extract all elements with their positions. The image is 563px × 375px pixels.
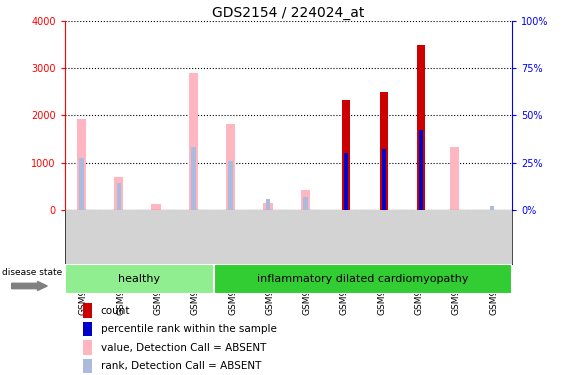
Bar [226, 124, 235, 210]
Text: count: count [101, 306, 130, 315]
Bar [151, 204, 161, 210]
Bar [303, 197, 307, 210]
Text: rank, Detection Call = ABSENT: rank, Detection Call = ABSENT [101, 361, 261, 371]
Bar [301, 190, 310, 210]
Bar [83, 303, 92, 318]
Text: percentile rank within the sample: percentile rank within the sample [101, 324, 276, 334]
Bar [83, 359, 92, 374]
Text: healthy: healthy [118, 274, 160, 284]
Text: value, Detection Call = ABSENT: value, Detection Call = ABSENT [101, 343, 266, 352]
Text: inflammatory dilated cardiomyopathy: inflammatory dilated cardiomyopathy [257, 274, 469, 284]
Bar [450, 147, 459, 210]
Bar [345, 153, 348, 210]
Bar [214, 264, 512, 294]
Bar [191, 147, 196, 210]
FancyArrow shape [12, 282, 47, 291]
Bar [114, 177, 123, 210]
Bar [342, 100, 350, 210]
Bar [263, 203, 272, 210]
Bar [490, 207, 494, 210]
Bar [83, 340, 92, 355]
Bar [83, 322, 92, 336]
Bar [189, 73, 198, 210]
Bar [382, 149, 386, 210]
Text: disease state: disease state [2, 268, 62, 277]
Bar [266, 199, 270, 210]
Bar [117, 183, 121, 210]
Bar [229, 161, 233, 210]
Title: GDS2154 / 224024_at: GDS2154 / 224024_at [212, 6, 365, 20]
Bar [379, 92, 388, 210]
Bar [417, 45, 425, 210]
Bar [65, 264, 214, 294]
Bar [419, 130, 423, 210]
Bar [79, 158, 84, 210]
Bar [77, 118, 86, 210]
